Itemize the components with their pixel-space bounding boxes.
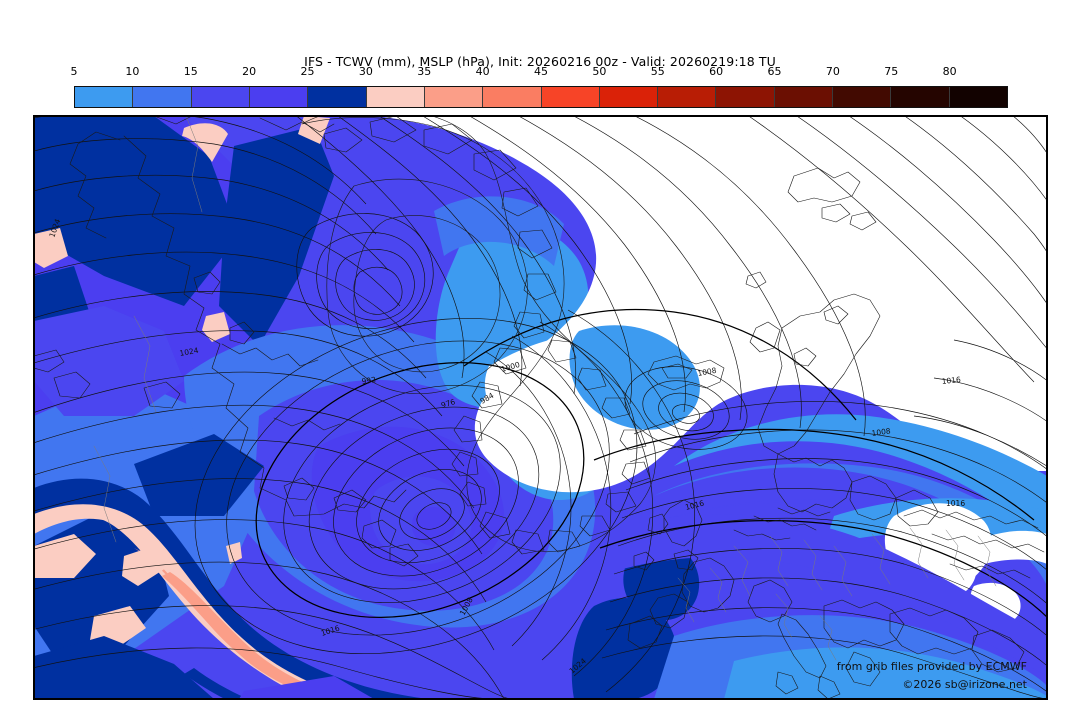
colorbar-tick-label: 75: [884, 65, 899, 78]
colorbar-tick-label: 20: [242, 65, 257, 78]
colorbar-segment: [716, 87, 775, 107]
colorbar-segment: [833, 87, 892, 107]
svg-text:1008: 1008: [697, 366, 718, 378]
colorbar-segment: [249, 87, 309, 107]
coastlines: [34, 116, 1045, 699]
colorbar-tick-label: 25: [300, 65, 315, 78]
svg-text:1024: 1024: [179, 346, 200, 358]
colorbar-gradient: [74, 86, 1008, 108]
colorbar-segment: [541, 87, 600, 107]
colorbar-tick-label: 80: [942, 65, 957, 78]
colorbar-tick-label: 35: [417, 65, 432, 78]
colorbar-tick-label: 45: [534, 65, 548, 78]
colorbar-tick-label: 70: [825, 65, 840, 78]
svg-text:976: 976: [440, 397, 457, 410]
mslp-isobars: [34, 116, 1047, 699]
colorbar-segment: [191, 87, 250, 107]
credit-copyright: ©2026 sb@irizone.net: [902, 678, 1027, 691]
colorbar-tick-label: 40: [475, 65, 490, 78]
colorbar-tick-label: 10: [125, 65, 140, 78]
colorbar-segment: [658, 87, 717, 107]
colorbar-segment: [949, 87, 1007, 107]
colorbar-tick-label: 60: [709, 65, 724, 78]
colorbar: 5 10 15 20 25 30 35 40 45 50 55 60 65 70 75 80: [71, 65, 1008, 108]
credit-source: from grib files provided by ECMWF: [836, 660, 1027, 673]
colorbar-tick-label: 5: [70, 65, 78, 78]
colorbar-segment: [308, 87, 367, 107]
colorbar-segment: [366, 87, 425, 107]
map-plot-area[interactable]: 976 984 992 1000 1024 1024 1016 1008 100…: [33, 115, 1048, 700]
mslp-isobars-bold: [255, 308, 1047, 619]
svg-text:992: 992: [361, 375, 377, 386]
colorbar-tick-label: 50: [592, 65, 607, 78]
colorbar-segment: [483, 87, 542, 107]
page-title: IFS - TCWV (mm), MSLP (hPa), Init: 20260…: [304, 54, 776, 69]
colorbar-tick-labels: 5 10 15 20 25 30 35 40 45 50 55 60 65 70 75 80: [70, 65, 1008, 83]
colorbar-segment: [891, 87, 950, 107]
colorbar-segment: [424, 87, 484, 107]
svg-text:1016: 1016: [946, 499, 965, 508]
svg-text:1008: 1008: [871, 426, 891, 438]
colorbar-segment: [774, 87, 834, 107]
svg-text:1016: 1016: [941, 375, 961, 386]
colorbar-tick-label: 15: [183, 65, 198, 78]
colorbar-segment: [133, 87, 192, 107]
colorbar-tick-label: 30: [358, 65, 373, 78]
colorbar-segment: [599, 87, 659, 107]
colorbar-tick-label: 65: [767, 65, 782, 78]
colorbar-tick-label: 55: [650, 65, 665, 78]
colorbar-segment: [75, 87, 134, 107]
weather-map[interactable]: 976 984 992 1000 1024 1024 1016 1008 100…: [34, 116, 1047, 699]
